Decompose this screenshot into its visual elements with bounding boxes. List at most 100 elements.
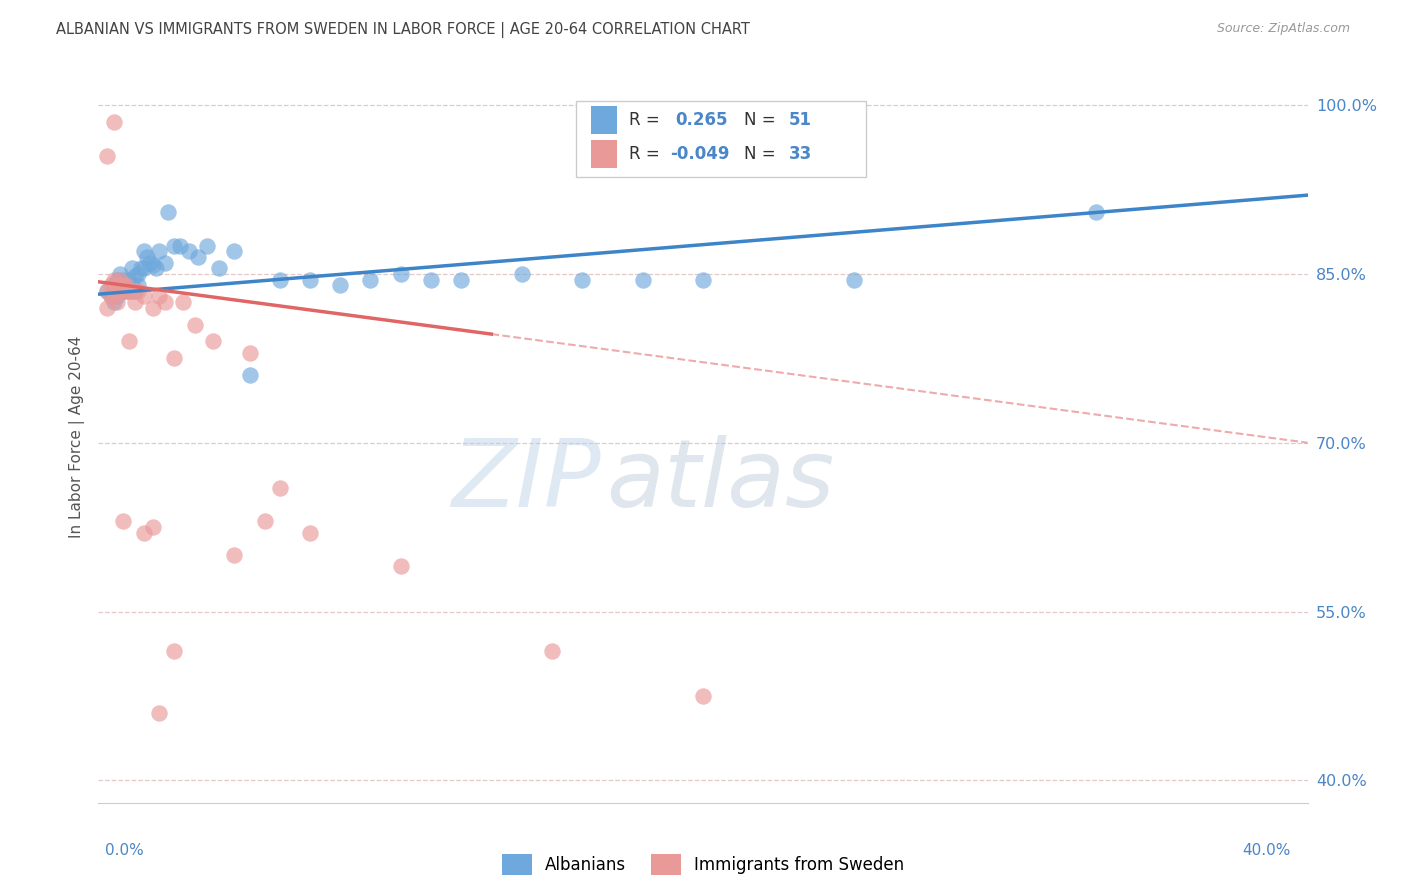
- Text: R =: R =: [630, 111, 671, 128]
- Point: [153, 295, 176, 310]
- Point: [420, 272, 443, 286]
- Text: -0.049: -0.049: [671, 145, 730, 163]
- Point: [111, 284, 134, 298]
- Point: [118, 284, 141, 298]
- Point: [184, 318, 207, 332]
- Text: 0.265: 0.265: [675, 111, 728, 128]
- Text: atlas: atlas: [606, 435, 835, 526]
- Point: [103, 284, 125, 298]
- Bar: [591, 140, 617, 168]
- Point: [163, 644, 186, 658]
- Point: [124, 284, 146, 298]
- Point: [692, 272, 714, 286]
- Point: [360, 272, 382, 286]
- Point: [389, 267, 412, 281]
- Point: [163, 351, 186, 366]
- Point: [631, 272, 654, 286]
- Point: [540, 644, 562, 658]
- Point: [148, 289, 170, 303]
- Point: [571, 272, 593, 286]
- Point: [187, 250, 209, 264]
- Point: [1085, 205, 1108, 219]
- Point: [127, 284, 149, 298]
- Point: [195, 239, 218, 253]
- Point: [132, 244, 155, 259]
- Point: [105, 289, 128, 303]
- Point: [172, 295, 194, 310]
- Point: [148, 706, 170, 720]
- Point: [114, 284, 136, 298]
- Point: [103, 295, 125, 310]
- Point: [105, 295, 128, 310]
- Point: [132, 261, 155, 276]
- Point: [103, 289, 125, 303]
- Point: [103, 115, 125, 129]
- Point: [96, 284, 118, 298]
- Point: [127, 278, 149, 293]
- Text: Source: ZipAtlas.com: Source: ZipAtlas.com: [1216, 22, 1350, 36]
- Point: [132, 289, 155, 303]
- Text: 51: 51: [789, 111, 811, 128]
- Point: [163, 239, 186, 253]
- Point: [114, 278, 136, 293]
- Point: [269, 272, 291, 286]
- FancyBboxPatch shape: [576, 101, 866, 178]
- Point: [156, 205, 179, 219]
- Point: [169, 239, 191, 253]
- Point: [121, 261, 143, 276]
- Text: N =: N =: [744, 145, 780, 163]
- Point: [124, 284, 146, 298]
- Point: [142, 301, 165, 315]
- Point: [111, 272, 134, 286]
- Point: [224, 244, 246, 259]
- Point: [692, 689, 714, 703]
- Point: [111, 515, 134, 529]
- Point: [269, 481, 291, 495]
- Point: [108, 267, 131, 281]
- Text: R =: R =: [630, 145, 665, 163]
- Point: [100, 289, 122, 303]
- Point: [142, 520, 165, 534]
- Point: [124, 269, 146, 284]
- Text: N =: N =: [744, 111, 780, 128]
- Point: [450, 272, 472, 286]
- Point: [224, 548, 246, 562]
- Point: [103, 272, 125, 286]
- Point: [139, 255, 162, 269]
- Point: [202, 334, 225, 349]
- Point: [121, 284, 143, 298]
- Point: [142, 258, 165, 272]
- Point: [127, 267, 149, 281]
- Point: [299, 272, 322, 286]
- Point: [239, 345, 262, 359]
- Point: [129, 261, 152, 276]
- Point: [111, 278, 134, 293]
- Point: [132, 525, 155, 540]
- Point: [389, 559, 412, 574]
- Point: [100, 289, 122, 303]
- Point: [299, 525, 322, 540]
- Point: [108, 284, 131, 298]
- Legend: Albanians, Immigrants from Sweden: Albanians, Immigrants from Sweden: [502, 855, 904, 875]
- Point: [153, 255, 176, 269]
- Point: [114, 278, 136, 293]
- Text: ZIP: ZIP: [450, 435, 600, 526]
- Point: [208, 261, 231, 276]
- Y-axis label: In Labor Force | Age 20-64: In Labor Force | Age 20-64: [69, 336, 84, 538]
- Text: ALBANIAN VS IMMIGRANTS FROM SWEDEN IN LABOR FORCE | AGE 20-64 CORRELATION CHART: ALBANIAN VS IMMIGRANTS FROM SWEDEN IN LA…: [56, 22, 751, 38]
- Point: [105, 278, 128, 293]
- Text: 0.0%: 0.0%: [105, 843, 145, 858]
- Point: [100, 278, 122, 293]
- Point: [108, 272, 131, 286]
- Point: [179, 244, 201, 259]
- Point: [253, 515, 276, 529]
- Bar: [591, 106, 617, 134]
- Point: [111, 284, 134, 298]
- Point: [103, 278, 125, 293]
- Point: [145, 261, 167, 276]
- Point: [105, 272, 128, 286]
- Point: [844, 272, 866, 286]
- Text: 40.0%: 40.0%: [1243, 843, 1291, 858]
- Point: [118, 272, 141, 286]
- Point: [118, 334, 141, 349]
